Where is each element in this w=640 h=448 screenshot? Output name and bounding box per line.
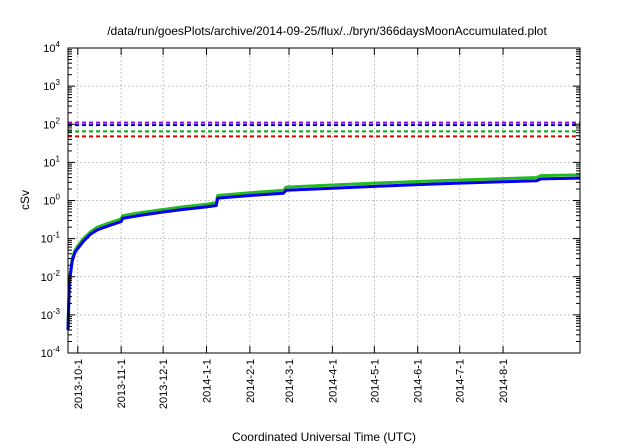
x-tick-label: 2014-1-1 bbox=[201, 359, 213, 403]
x-tick-label: 2014-6-1 bbox=[413, 359, 425, 403]
x-tick-labels: 2013-10-1 2013-11-1 2013-12-1 2014-1-1 2014-… bbox=[73, 359, 510, 409]
x-axis-label: Coordinated Universal Time (UTC) bbox=[232, 430, 416, 444]
x-tick-label: 2014-4-1 bbox=[327, 359, 339, 403]
y-tick-label: 10-3 bbox=[41, 307, 61, 322]
x-tick-label: 2014-5-1 bbox=[369, 359, 381, 403]
x-tick-label: 2014-7-1 bbox=[455, 359, 467, 403]
axis-ticks bbox=[68, 47, 580, 354]
x-tick-label: 2014-2-1 bbox=[245, 359, 257, 403]
y-axis-label: cSv bbox=[18, 190, 32, 210]
x-tick-label: 2014-3-1 bbox=[284, 359, 296, 403]
y-tick-label: 10-1 bbox=[41, 231, 61, 246]
x-tick-label: 2013-11-1 bbox=[116, 359, 128, 408]
x-tick-label: 2013-12-1 bbox=[158, 359, 170, 409]
chart-title: /data/run/goesPlots/archive/2014-09-25/f… bbox=[107, 24, 547, 38]
y-tick-label: 10-4 bbox=[41, 345, 61, 360]
series-line bbox=[66, 176, 581, 331]
x-tick-label: 2014-8-1 bbox=[498, 359, 510, 403]
y-tick-label: 103 bbox=[43, 78, 60, 93]
x-tick-label: 2013-10-1 bbox=[73, 359, 85, 409]
y-tick-label: 102 bbox=[43, 116, 60, 131]
y-tick-label: 104 bbox=[43, 40, 60, 55]
y-tick-label: 101 bbox=[43, 154, 60, 169]
series-line bbox=[66, 173, 581, 327]
y-tick-label: 10-2 bbox=[41, 269, 61, 284]
threshold-lines bbox=[68, 121, 580, 138]
y-tick-labels: 10-4 10-3 10-2 10-1 100 101 102 103 104 bbox=[41, 40, 61, 360]
series-lines bbox=[66, 173, 581, 331]
y-tick-label: 100 bbox=[43, 193, 60, 208]
grid bbox=[68, 48, 580, 353]
